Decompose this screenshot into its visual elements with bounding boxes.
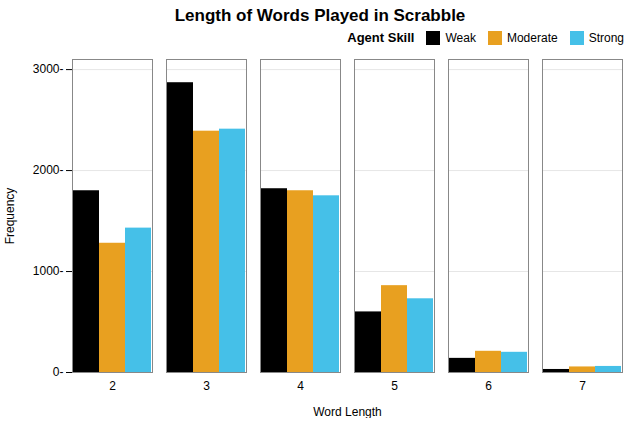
svg-text:Word Length: Word Length [313, 405, 382, 419]
html-text:Weak: Weak [445, 30, 476, 45]
html-text:Strong: Strong [588, 30, 624, 45]
svg-text:6: 6 [485, 379, 492, 393]
svg-text:1000-: 1000- [33, 264, 64, 278]
svg-text:2000-: 2000- [33, 163, 64, 177]
svg-text:Frequency: Frequency [3, 188, 17, 245]
html-text:Length of Words Played in Scra: Length of Words Played in Scrabble [174, 6, 466, 25]
svg-text:7: 7 [579, 379, 586, 393]
svg-text:3000-: 3000- [33, 62, 64, 76]
svg-text:5: 5 [391, 379, 398, 393]
html-text:Agent Skill: Agent Skill [347, 30, 415, 45]
html-text:Moderate: Moderate [506, 30, 558, 45]
svg-text:0-: 0- [53, 365, 64, 379]
svg-text:3: 3 [203, 379, 210, 393]
svg-text:2: 2 [109, 379, 116, 393]
svg-text:4: 4 [297, 379, 304, 393]
